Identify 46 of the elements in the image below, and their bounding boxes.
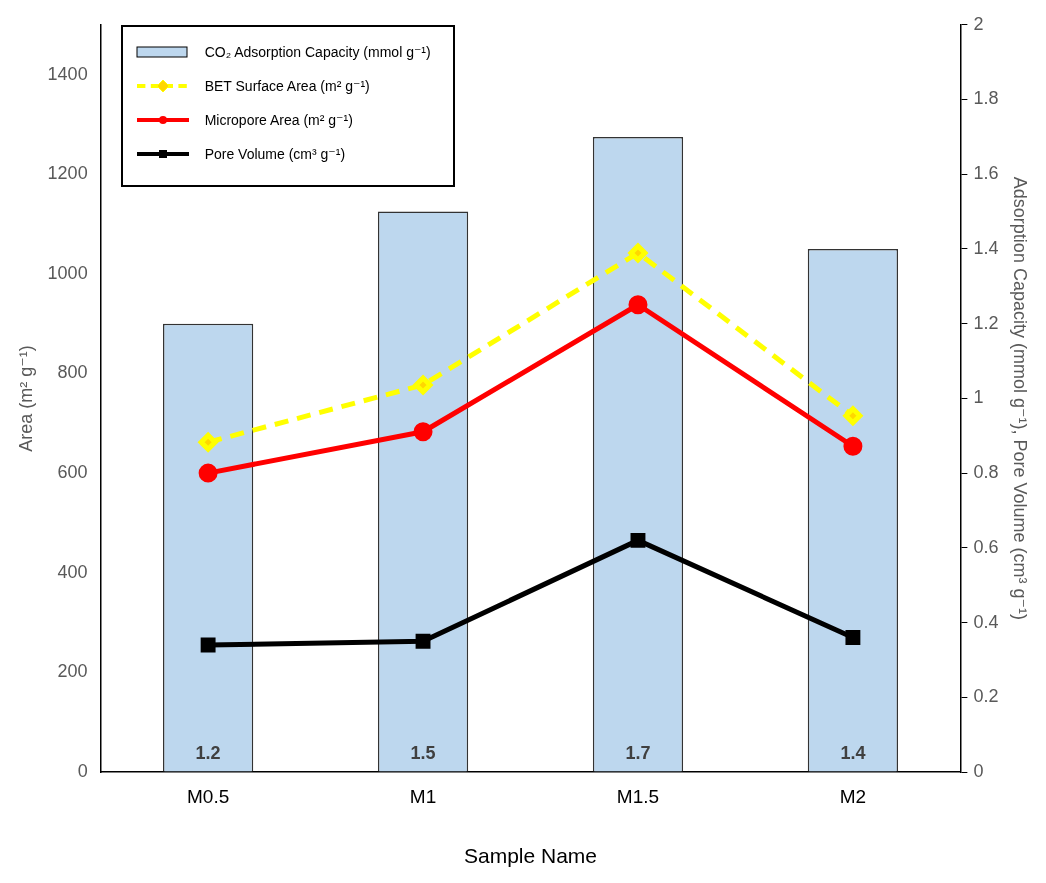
data-label: 1.5 bbox=[410, 743, 436, 764]
y-tick-label: 800 bbox=[57, 362, 88, 383]
point bbox=[628, 295, 648, 315]
y-tick-label: 600 bbox=[57, 462, 88, 483]
y2-tick-label: 0.4 bbox=[973, 611, 999, 632]
y2-tick-label: 1.6 bbox=[973, 163, 999, 184]
legend-label: Pore Volume (cm³ g⁻¹) bbox=[204, 145, 346, 162]
data-label: 1.2 bbox=[195, 743, 221, 764]
point bbox=[843, 436, 863, 456]
y2-tick-label: 1.4 bbox=[973, 237, 999, 258]
y-tick-label: 1000 bbox=[47, 262, 88, 283]
y2-tick-label: 1.2 bbox=[973, 312, 999, 333]
y-tick-label: 1400 bbox=[47, 63, 88, 84]
point bbox=[198, 432, 218, 452]
y-tick-label: 1200 bbox=[47, 163, 88, 184]
y2-tick-label: 0.2 bbox=[973, 686, 999, 707]
point bbox=[843, 406, 863, 426]
y2-tick-label: 1 bbox=[973, 387, 984, 408]
y-tick-label: 400 bbox=[57, 561, 88, 582]
x-tick-label: M0.5 bbox=[186, 785, 230, 807]
y-axis-title: Area (m² g⁻¹) bbox=[15, 345, 36, 452]
x-tick-label: M2 bbox=[839, 785, 867, 807]
point bbox=[413, 422, 433, 442]
x-tick-label: M1.5 bbox=[616, 785, 660, 807]
legend-label: BET Surface Area (m² g⁻¹) bbox=[204, 77, 370, 94]
y2-tick-label: 1.8 bbox=[973, 88, 999, 109]
y-tick-label: 200 bbox=[57, 661, 88, 682]
point bbox=[413, 375, 433, 395]
y2-tick-label: 0 bbox=[973, 760, 984, 781]
point bbox=[198, 463, 218, 483]
y2-tick-label: 2 bbox=[973, 13, 984, 34]
point bbox=[628, 243, 648, 263]
x-tick-label: M1 bbox=[409, 785, 437, 807]
legend-label: Micropore Area (m² g⁻¹) bbox=[204, 111, 353, 128]
point bbox=[845, 630, 861, 645]
x-axis-title: Sample Name bbox=[463, 844, 598, 868]
point bbox=[200, 637, 216, 653]
data-label: 1.4 bbox=[840, 743, 866, 764]
y-tick-label: 0 bbox=[77, 760, 88, 781]
legend-label: CO₂ Adsorption Capacity (mmol g⁻¹) bbox=[204, 43, 431, 60]
point bbox=[415, 633, 431, 649]
data-label: 1.7 bbox=[625, 743, 651, 764]
y2-tick-label: 0.8 bbox=[973, 462, 999, 483]
y2-axis-title: Adsorption Capacity (mmol g⁻¹), Pore Volume (cm³ g⁻¹) bbox=[1010, 176, 1031, 620]
point bbox=[630, 532, 646, 548]
y2-tick-label: 0.6 bbox=[973, 536, 999, 557]
